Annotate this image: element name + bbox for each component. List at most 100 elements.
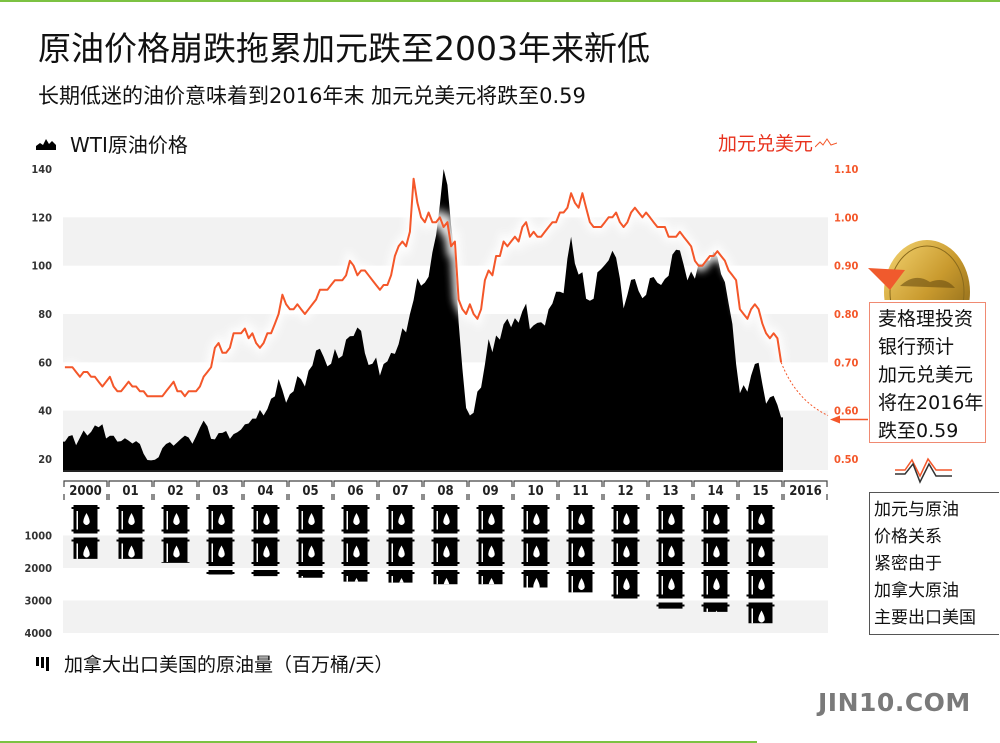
barrel-rim — [566, 539, 595, 542]
year-label: 14 — [707, 484, 723, 499]
barrel-rim — [476, 539, 505, 542]
barrel-highlight — [391, 576, 393, 583]
barrel-highlight — [301, 576, 303, 578]
oil-drop-icon — [578, 578, 585, 590]
barrel-highlight — [616, 576, 618, 595]
pointer-triangle — [868, 268, 905, 290]
barrel-highlight — [256, 511, 258, 530]
barrel-rim — [746, 507, 775, 509]
export-tick-label: 3000 — [24, 595, 52, 608]
barrel-rim — [387, 595, 415, 597]
year-bracket — [153, 480, 198, 500]
barrel-highlight — [256, 543, 258, 562]
left-tick-label: 100 — [31, 260, 52, 273]
barrel-rim — [476, 562, 505, 564]
oil-drop-icon — [173, 513, 180, 525]
year-label: 15 — [752, 484, 768, 499]
oil-drop-icon — [533, 545, 540, 558]
barrel-highlight — [706, 608, 708, 612]
oil-drop-icon — [488, 578, 495, 585]
barrel-highlight — [211, 543, 213, 562]
barrel-stack — [746, 505, 775, 624]
barrel-rim — [656, 572, 685, 574]
barrel-highlight — [346, 511, 348, 530]
oil-drop-icon — [758, 513, 765, 525]
barrel-column — [746, 505, 775, 624]
oil-drop-icon — [533, 578, 540, 588]
barrel-rim — [341, 572, 370, 574]
barrel-highlight — [751, 576, 753, 595]
barrel-rim — [341, 529, 370, 532]
right-tick-label: 1.00 — [834, 211, 859, 224]
barrel-rim — [206, 572, 235, 574]
export-barrels — [63, 505, 828, 633]
barrel-rim — [386, 507, 415, 509]
barrel-icon — [298, 570, 323, 578]
oil-drop-icon — [218, 578, 224, 590]
oil-drop-icon — [263, 513, 270, 525]
barrel-rim — [656, 507, 685, 509]
barrel-rim — [386, 572, 415, 574]
oil-drop-icon — [83, 545, 90, 558]
barrel-highlight — [616, 543, 618, 562]
year-bracket — [738, 480, 783, 500]
oil-drop-icon — [713, 578, 720, 590]
barrel-rim — [431, 539, 460, 542]
page-title: 原油价格崩跌拖累加元跌至2003年来新低 — [38, 29, 650, 68]
right-tick-label: 0.50 — [834, 453, 859, 466]
barrel-column — [296, 505, 325, 578]
barrel-column — [71, 505, 100, 559]
barrel-stack — [611, 505, 640, 599]
barrel-stack — [386, 505, 415, 597]
oil-drop-icon — [758, 578, 765, 590]
oil-drop-icon — [713, 545, 720, 558]
oil-area-layer — [63, 169, 783, 470]
barrel-rim — [746, 604, 775, 607]
year-bracket — [603, 480, 648, 500]
export-tick-label: 4000 — [24, 627, 52, 640]
barrel-rim — [477, 595, 505, 597]
barrel-column — [206, 505, 235, 590]
barrel-highlight — [706, 543, 708, 562]
barrel-rim — [611, 594, 640, 597]
oil-drop-icon — [758, 545, 765, 558]
note-line: 加元与原油 — [874, 500, 959, 520]
barrel-rim — [521, 572, 550, 574]
right-tick-label: 0.90 — [834, 260, 859, 273]
bars-icon — [36, 656, 49, 671]
barrel-rim — [746, 572, 775, 574]
barrel-rim — [476, 572, 505, 574]
cad-legend: 加元兑美元 — [718, 129, 838, 156]
barrel-rim — [71, 507, 100, 509]
barrel-rim — [251, 539, 280, 542]
year-label: 2016 — [789, 484, 822, 499]
barrel-rim — [252, 595, 280, 597]
right-axis: 0.50 0.60 0.70 0.80 0.90 1.00 1.10 — [834, 163, 859, 466]
note-line: 将在2016年 — [878, 392, 984, 414]
left-tick-label: 40 — [38, 405, 52, 418]
barrel-rim — [341, 507, 370, 509]
barrel-highlight — [121, 511, 123, 530]
oil-price-area — [63, 169, 783, 470]
barrel-highlight — [571, 511, 573, 530]
barrel-stack — [116, 505, 145, 559]
oil-drop-icon — [443, 578, 450, 585]
oil-drop-icon — [443, 545, 450, 558]
year-bracket — [378, 480, 423, 500]
barrel-rim — [567, 595, 595, 597]
barrel-rim — [476, 507, 505, 509]
year-label: 2000 — [69, 484, 102, 499]
exports-legend-label: 加拿大出口美国的原油量（百万桶/天） — [64, 654, 394, 676]
mountain-area-icon — [36, 138, 56, 150]
barrel-highlight — [76, 511, 78, 530]
barrel-highlight — [751, 543, 753, 562]
barrel-rim — [386, 539, 415, 542]
barrel-column — [386, 505, 415, 597]
year-label: 04 — [257, 484, 273, 499]
year-label: 11 — [572, 484, 588, 499]
year-label: 01 — [122, 484, 138, 499]
cad-legend-label: 加元兑美元 — [718, 133, 814, 155]
barrel-stack — [476, 505, 505, 597]
export-tick-label: 2000 — [24, 562, 52, 575]
